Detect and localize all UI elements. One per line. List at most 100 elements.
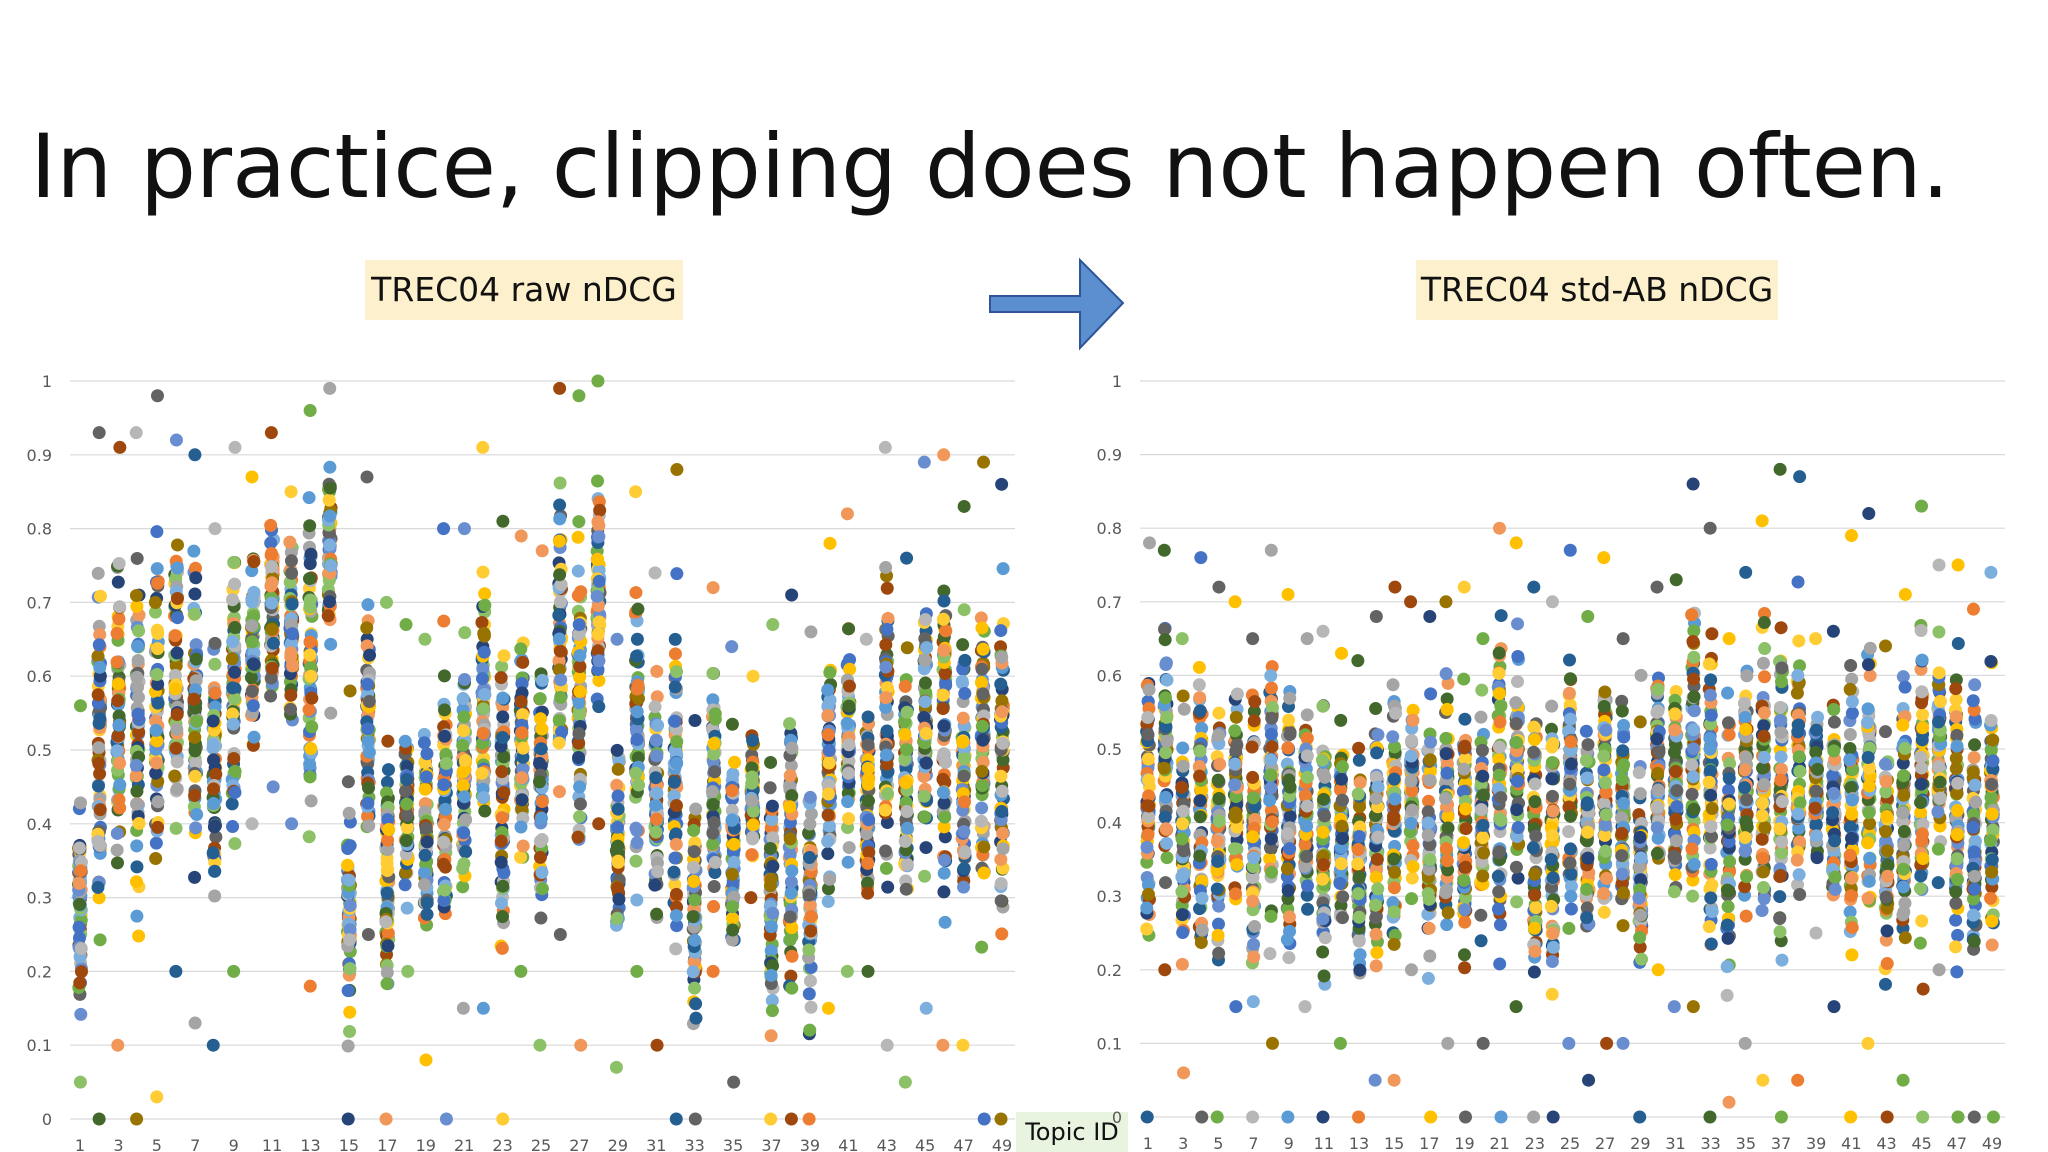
data-point — [859, 632, 873, 646]
data-point — [149, 766, 163, 780]
data-point — [475, 615, 489, 629]
data-point — [764, 755, 778, 769]
data-point — [842, 622, 856, 636]
data-point — [745, 794, 759, 808]
data-point — [1281, 826, 1295, 840]
data-point — [1335, 819, 1349, 833]
data-point — [1264, 669, 1278, 683]
data-point — [1316, 945, 1330, 959]
data-point — [842, 766, 856, 780]
data-point — [1230, 738, 1244, 752]
data-point — [822, 819, 836, 833]
data-point — [189, 571, 203, 585]
data-point — [611, 820, 625, 834]
data-point — [456, 738, 470, 752]
data-point — [151, 626, 165, 640]
data-point — [1316, 825, 1330, 839]
data-point — [72, 920, 86, 934]
data-point — [323, 481, 337, 495]
data-point — [381, 734, 395, 748]
data-point — [228, 577, 242, 591]
data-point — [1282, 910, 1296, 924]
data-point — [1229, 1000, 1243, 1014]
data-point — [151, 677, 165, 691]
data-point — [1388, 792, 1402, 806]
data-point — [188, 744, 202, 758]
data-point — [1195, 1110, 1209, 1124]
data-point — [842, 679, 856, 693]
data-point — [1369, 959, 1383, 973]
data-point — [552, 713, 566, 727]
x-tick-label: 35 — [723, 1136, 743, 1152]
data-point — [878, 440, 892, 454]
data-point — [956, 638, 970, 652]
data-point — [1160, 851, 1174, 865]
data-point — [420, 907, 434, 921]
data-point — [130, 909, 144, 923]
data-point — [1177, 1066, 1191, 1080]
data-point — [1283, 842, 1297, 856]
data-point — [343, 1005, 357, 1019]
data-point — [265, 622, 279, 636]
data-point — [648, 878, 662, 892]
data-point — [399, 834, 413, 848]
data-point — [533, 756, 547, 770]
data-point — [1424, 1110, 1438, 1124]
data-point — [840, 716, 854, 730]
data-point — [477, 645, 491, 659]
data-point — [400, 772, 414, 786]
data-point — [227, 752, 241, 766]
data-point — [1458, 712, 1472, 726]
data-point — [1457, 873, 1471, 887]
data-point — [419, 1053, 433, 1067]
data-point — [879, 748, 893, 762]
data-point — [977, 1112, 991, 1126]
data-point — [1388, 580, 1402, 594]
data-point — [707, 900, 721, 914]
data-point — [687, 845, 701, 859]
data-point — [554, 690, 568, 704]
data-point — [688, 1112, 702, 1126]
data-point — [1265, 711, 1279, 725]
data-point — [1509, 536, 1523, 550]
data-point — [611, 839, 625, 853]
data-point — [1492, 768, 1506, 782]
data-point — [1387, 772, 1401, 786]
data-point — [977, 866, 991, 880]
data-point — [132, 725, 146, 739]
data-point — [131, 680, 145, 694]
data-point — [1439, 842, 1453, 856]
data-point — [938, 915, 952, 929]
data-point — [190, 808, 204, 822]
data-point — [1247, 938, 1261, 952]
data-point — [843, 662, 857, 676]
data-point — [591, 553, 605, 567]
data-point — [226, 820, 240, 834]
data-point — [514, 529, 528, 543]
data-point — [939, 624, 953, 638]
right-scatter-chart: 00.10.20.30.40.50.60.70.80.911 3 5 7 9 11 13 15… — [1097, 372, 2005, 1152]
data-point — [1229, 887, 1243, 901]
data-point — [533, 835, 547, 849]
data-point — [91, 779, 105, 793]
data-point — [572, 727, 586, 741]
data-point — [111, 1038, 125, 1052]
data-point — [727, 837, 741, 851]
data-point — [1371, 728, 1385, 742]
y-tick-label: 0.9 — [1097, 446, 1122, 465]
data-point — [746, 818, 760, 832]
data-point — [132, 624, 146, 638]
data-point — [151, 642, 165, 656]
data-point — [302, 703, 316, 717]
data-point — [380, 864, 394, 878]
data-point — [1387, 905, 1401, 919]
data-point — [130, 1112, 144, 1126]
data-point — [324, 637, 338, 651]
data-point — [91, 880, 105, 894]
data-point — [110, 626, 124, 640]
data-point — [631, 602, 645, 616]
data-point — [609, 1060, 623, 1074]
data-point — [303, 557, 317, 571]
data-point — [1439, 731, 1453, 745]
data-point — [1439, 667, 1453, 681]
